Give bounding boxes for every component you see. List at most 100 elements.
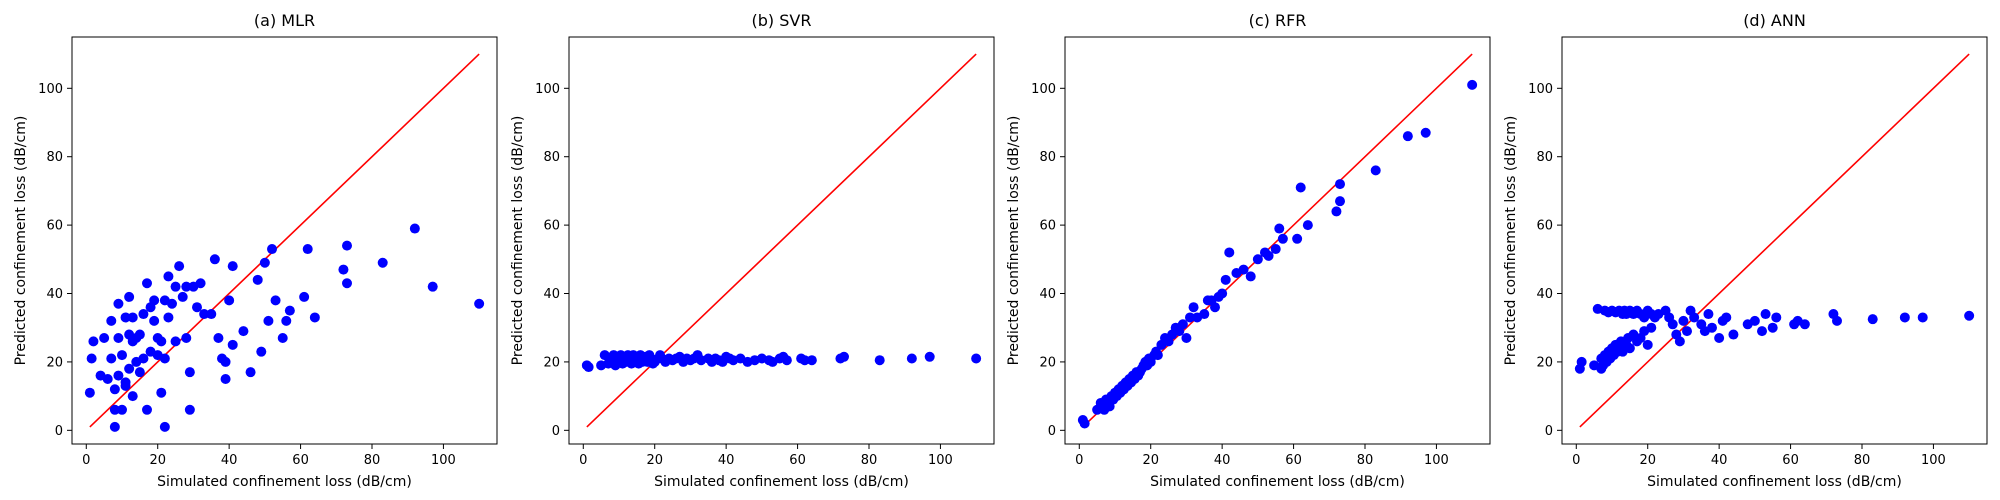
data-point-ann (1689, 312, 1700, 323)
x-axis-label-svr: Simulated confinement loss (dB/cm) (654, 474, 909, 490)
y-tick-label-rfr: 100 (1031, 82, 1056, 97)
data-point-mlr (199, 309, 210, 320)
x-tick-label-mlr: 60 (292, 453, 309, 468)
panel-title-rfr: (c) RFR (1249, 11, 1307, 30)
x-tick-label-rfr: 80 (1357, 453, 1374, 468)
x-axis-label-rfr: Simulated confinement loss (dB/cm) (1150, 474, 1405, 490)
data-point-mlr (99, 332, 110, 343)
data-point-ann (1767, 322, 1778, 333)
panel-title-svr: (b) SVR (752, 11, 812, 30)
data-point-mlr (284, 305, 295, 316)
data-point-ann (1721, 312, 1732, 323)
data-point-svr (806, 355, 817, 366)
data-point-ann (1624, 343, 1635, 354)
data-point-mlr (124, 363, 135, 374)
data-point-rfr (1185, 312, 1195, 323)
data-point-mlr (142, 278, 152, 289)
data-point-mlr (102, 374, 113, 385)
data-point-ann (1642, 339, 1653, 350)
data-point-mlr (220, 356, 231, 367)
x-tick-label-rfr: 20 (1142, 453, 1159, 468)
data-point-rfr (1224, 247, 1235, 258)
data-point-svr (874, 355, 885, 366)
data-point-mlr (127, 391, 138, 402)
y-tick-label-ann: 80 (1536, 150, 1553, 165)
data-point-rfr (1210, 302, 1220, 313)
y-tick-label-rfr: 40 (1039, 287, 1056, 302)
data-point-mlr (149, 315, 160, 326)
data-point-mlr (159, 421, 170, 432)
data-point-rfr (1199, 309, 1210, 320)
x-tick-label-rfr: 40 (1214, 453, 1231, 468)
data-point-rfr (1335, 179, 1345, 190)
data-point-mlr (342, 278, 352, 289)
data-point-svr (799, 355, 810, 366)
x-tick-label-ann: 100 (1921, 453, 1946, 468)
y-tick-label-ann: 20 (1536, 355, 1553, 370)
y-tick-label-mlr: 0 (55, 424, 63, 439)
data-point-ann (1703, 309, 1714, 320)
data-point-ann (1964, 310, 1975, 321)
x-tick-label-mlr: 0 (82, 453, 90, 468)
data-point-rfr (1238, 264, 1249, 275)
y-axis-label-svr: Predicted confinement loss (dB/cm) (510, 116, 526, 366)
data-point-mlr (113, 370, 124, 381)
data-point-ann (1646, 322, 1657, 333)
data-point-mlr (299, 291, 310, 302)
data-point-rfr (1181, 332, 1192, 343)
data-point-mlr (224, 295, 235, 306)
y-tick-label-ann: 60 (1536, 219, 1553, 234)
data-point-ann (1771, 312, 1782, 323)
data-point-mlr (177, 291, 188, 302)
data-point-mlr (181, 332, 192, 343)
data-point-mlr (117, 350, 127, 361)
x-tick-label-svr: 20 (646, 453, 663, 468)
data-point-mlr (138, 309, 149, 320)
data-point-ann (1749, 315, 1760, 326)
data-point-ann (1707, 322, 1717, 333)
y-axis-label-ann: Predicted confinement loss (dB/cm) (1503, 116, 1519, 366)
data-point-mlr (109, 404, 120, 415)
y-tick-label-mlr: 60 (46, 219, 63, 234)
data-point-rfr (1270, 244, 1281, 255)
data-point-mlr (84, 387, 95, 398)
x-tick-label-svr: 100 (928, 453, 953, 468)
data-point-mlr (206, 309, 217, 320)
data-point-mlr (134, 329, 145, 340)
y-axis-label-rfr: Predicted confinement loss (dB/cm) (1006, 116, 1022, 366)
data-point-mlr (170, 281, 181, 292)
x-tick-label-svr: 80 (861, 453, 878, 468)
data-point-mlr (227, 339, 238, 350)
data-point-ann (1799, 319, 1810, 330)
x-tick-label-svr: 0 (579, 453, 587, 468)
data-point-rfr (1188, 302, 1199, 313)
data-point-ann (1682, 326, 1692, 337)
data-point-rfr (1420, 127, 1431, 138)
y-tick-label-mlr: 100 (38, 82, 63, 97)
x-tick-label-rfr: 60 (1285, 453, 1302, 468)
data-point-rfr (1302, 220, 1313, 231)
data-point-ann (1917, 312, 1928, 323)
y-tick-label-svr: 40 (543, 287, 560, 302)
x-tick-label-mlr: 20 (149, 453, 166, 468)
data-point-rfr (1277, 233, 1288, 244)
y-tick-label-svr: 0 (552, 424, 560, 439)
data-point-mlr (302, 244, 313, 255)
data-point-mlr (138, 353, 149, 364)
panel-svr: 0 20 40 60 80 100 0 20 40 60 80 100 (b) SVR Simulated… (510, 11, 995, 490)
x-tick-label-ann: 0 (1572, 453, 1580, 468)
y-tick-label-svr: 100 (535, 82, 560, 97)
data-point-rfr (1252, 254, 1263, 265)
x-tick-label-ann: 60 (1782, 453, 1799, 468)
y-tick-label-svr: 20 (543, 355, 560, 370)
data-point-mlr (220, 374, 231, 385)
x-axis-label-ann: Simulated confinement loss (dB/cm) (1647, 474, 1902, 490)
x-tick-label-mlr: 100 (431, 453, 456, 468)
data-point-rfr (1370, 165, 1381, 176)
y-axis-label-mlr: Predicted confinement loss (dB/cm) (13, 116, 29, 366)
data-point-ann (1832, 315, 1842, 326)
data-point-rfr (1263, 250, 1274, 261)
data-point-ann (1674, 336, 1685, 347)
data-point-mlr (159, 353, 170, 364)
